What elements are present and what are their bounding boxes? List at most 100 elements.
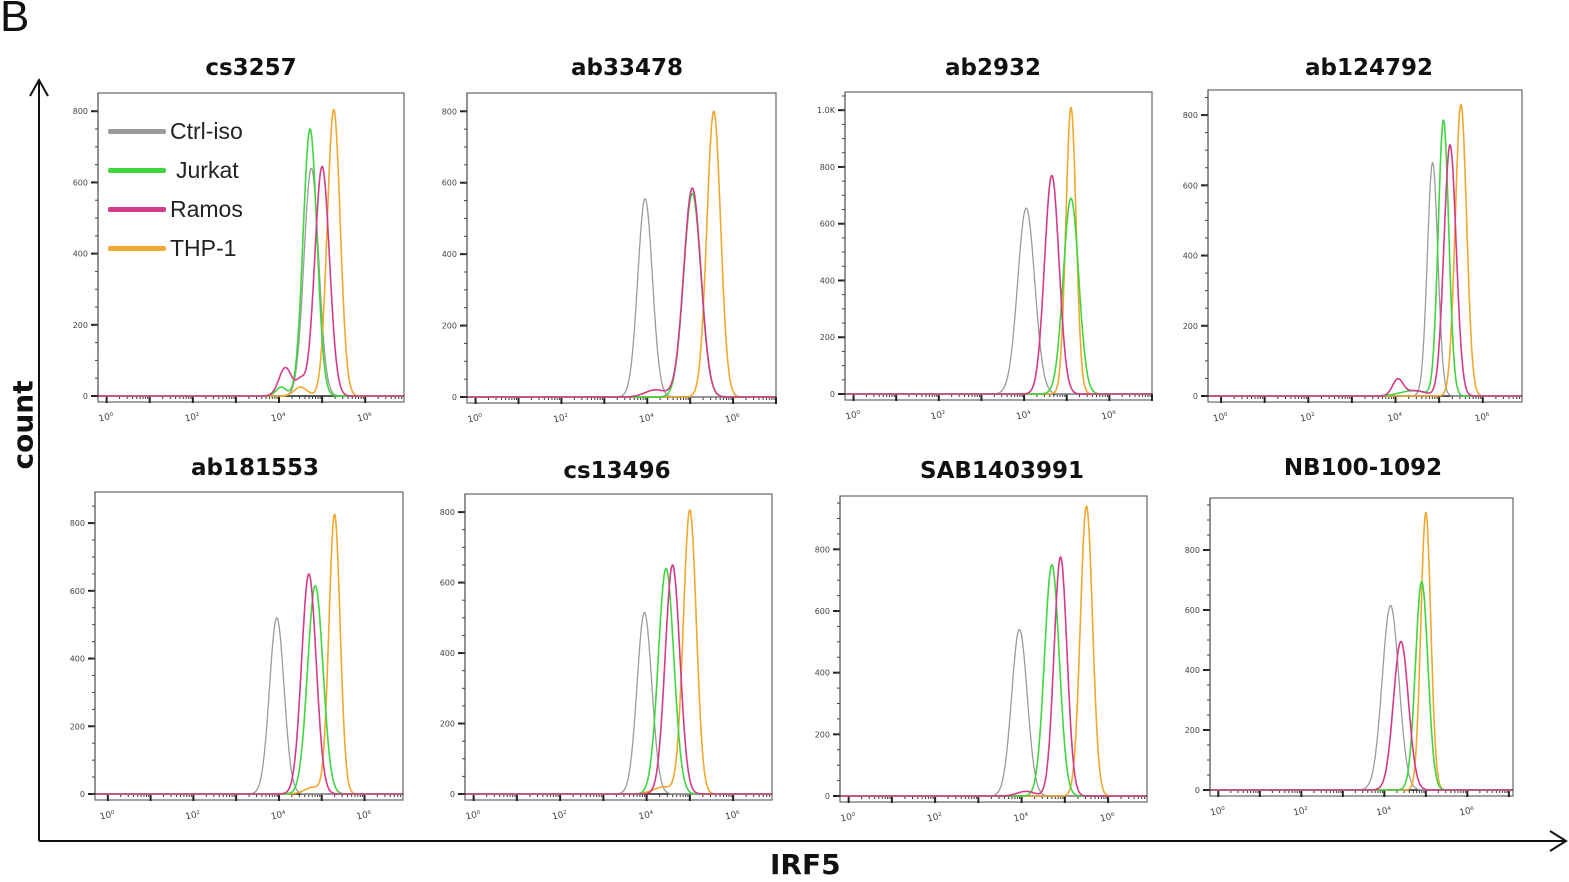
y-tick-label: 400 [442,250,457,259]
legend-swatch-thp-1 [108,246,166,251]
y-tick-label: 400 [815,669,830,678]
panel-title-ab181553: ab181553 [190,455,319,481]
y-tick-label: 800 [70,519,85,528]
y-tick-label: 600 [70,587,85,596]
legend-item-ctrl-iso: Ctrl-iso [108,112,243,151]
x-tick-label: 10⁴ [1387,412,1404,425]
panel-title-SAB1403991: SAB1403991 [920,458,1084,484]
histogram-panel-ab124792: 10⁰ 10² 10⁴ 10⁶ 0 200 400 600 800 [1183,89,1523,425]
histogram-panel-NB100-1092: 10⁰ 10² 10⁴ 10⁶ 0 200 400 600 800 [1185,497,1514,819]
x-tick-label: 10⁶ [356,810,373,823]
legend-label: Ctrl-iso [170,118,243,144]
x-tick-label: 10⁰ [845,410,862,423]
y-tick-label: 600 [1185,606,1200,615]
panels: 10⁰ 10² 10⁴ 10⁶ 0 200 400 600 800 10⁰ 10² 10⁴ 10⁶ 0 20… [70,89,1523,825]
x-tick-label: 10² [185,810,202,823]
y-tick-label: 1.0K [817,106,836,115]
x-tick-label: 10⁴ [1013,812,1030,825]
y-tick-label: 800 [1183,111,1198,120]
x-axis-label: IRF5 [770,848,841,881]
legend-swatch-ctrl-iso [108,129,166,134]
y-tick-label: 200 [1183,322,1198,331]
plot-frame [844,91,1153,401]
y-tick-label: 600 [73,178,88,187]
y-tick-label: 400 [1185,666,1200,675]
y-tick-label: 200 [73,321,88,330]
y-tick-label: 200 [1185,726,1200,735]
y-tick-label: 600 [440,579,455,588]
y-tick-label: 200 [70,722,85,731]
x-tick-label: 10² [1292,806,1309,819]
plot-frame [464,493,773,801]
y-tick-label: 800 [820,163,835,172]
y-tick-label: 600 [820,220,835,229]
x-tick-label: 10⁴ [1376,806,1393,819]
y-tick-label: 0 [1195,786,1200,795]
x-tick-label: 10² [184,412,201,425]
legend-item-ramos: Ramos [108,190,243,229]
x-tick-label: 10⁴ [270,810,287,823]
x-tick-label: 10⁴ [638,810,655,823]
legend: Ctrl-iso Jurkat Ramos THP-1 [108,112,243,268]
histogram-panel-ab33478: 10⁰ 10² 10⁴ 10⁶ 0 200 400 600 800 [442,92,777,426]
legend-label: Jurkat [176,157,239,183]
histogram-panel-ab181553: 10⁰ 10² 10⁴ 10⁶ 0 200 400 600 800 [70,491,404,823]
y-tick-label: 400 [1183,252,1198,261]
y-tick-label: 0 [825,792,830,801]
x-tick-label: 10² [551,810,568,823]
legend-label: Ramos [170,196,243,222]
x-tick-label: 10⁰ [1212,412,1229,425]
global-y-axis [29,77,49,841]
y-tick-label: 400 [820,276,835,285]
y-tick-label: 600 [815,607,830,616]
y-tick-label: 400 [440,649,455,658]
y-tick-label: 400 [73,250,88,259]
x-tick-label: 10⁰ [467,413,484,426]
y-tick-label: 0 [452,393,457,402]
y-tick-label: 0 [1193,392,1198,401]
panel-title-cs3257: cs3257 [205,55,297,81]
y-tick-label: 200 [815,730,830,739]
x-tick-label: 10⁶ [724,413,741,426]
histogram-curve-ramos [1208,144,1522,397]
x-tick-label: 10⁰ [840,812,857,825]
y-tick-label: 200 [442,322,457,331]
histogram-curve-ramos [467,187,776,398]
y-tick-label: 200 [440,720,455,729]
panel-title-ab2932: ab2932 [945,55,1041,81]
legend-swatch-jurkat [108,168,166,173]
x-tick-label: 10⁴ [270,412,287,425]
panel-letter: B [0,0,30,41]
legend-item-thp-1: THP-1 [108,229,243,268]
x-tick-label: 10² [930,410,947,423]
panel-title-NB100-1092: NB100-1092 [1283,455,1443,481]
y-tick-label: 800 [73,107,88,116]
x-tick-label: 10² [1299,412,1316,425]
histogram-curve-ramos [465,564,772,795]
y-tick-label: 0 [450,790,455,799]
y-tick-label: 800 [442,107,457,116]
panel-title-cs13496: cs13496 [563,458,671,484]
panel-title-ab124792: ab124792 [1304,55,1433,81]
y-tick-label: 600 [1183,181,1198,190]
plot-frame [94,491,404,801]
plot-frame [466,92,777,404]
x-tick-label: 10⁰ [1209,806,1226,819]
y-tick-label: 0 [80,790,85,799]
x-tick-label: 10⁶ [1099,812,1116,825]
x-tick-label: 10² [926,812,943,825]
histogram-curve-ramos [1210,640,1513,791]
x-tick-label: 10² [553,413,570,426]
x-tick-label: 10⁶ [1459,806,1476,819]
global-x-axis [39,830,1568,852]
y-tick-label: 800 [1185,546,1200,555]
histogram-panel-ab2932: 10⁰ 10² 10⁴ 10⁶ 0 200 400 600 800 1.0K [817,91,1153,423]
x-tick-label: 10⁴ [638,413,655,426]
panel-title-ab33478: ab33478 [570,55,683,81]
x-tick-label: 10⁶ [1474,412,1491,425]
x-tick-label: 10⁰ [465,810,482,823]
y-tick-label: 200 [820,333,835,342]
plot-frame [1209,497,1514,797]
histogram-curve-ramos [98,165,404,397]
